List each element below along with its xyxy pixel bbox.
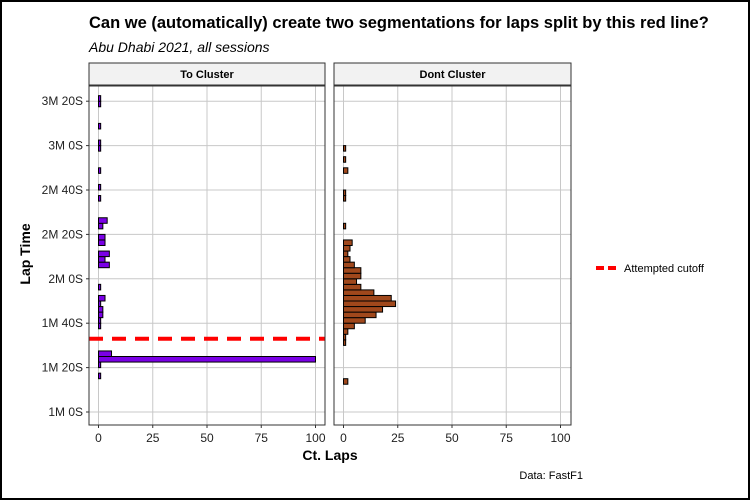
histogram-bar bbox=[98, 167, 102, 174]
histogram-bar bbox=[343, 272, 362, 280]
histogram-bar bbox=[98, 95, 102, 102]
y-tick-label: 1M 40S bbox=[42, 316, 83, 330]
histogram-bar bbox=[343, 256, 351, 263]
histogram-bar bbox=[98, 356, 316, 363]
histogram-bar bbox=[98, 217, 108, 224]
histogram-bar bbox=[98, 250, 110, 258]
histogram-bar bbox=[98, 233, 106, 241]
histogram-bar bbox=[343, 167, 349, 174]
histogram-bar bbox=[98, 145, 102, 152]
histogram-bar bbox=[98, 139, 102, 147]
histogram-bar bbox=[343, 378, 349, 385]
histogram-bar bbox=[343, 311, 377, 319]
histogram-bar bbox=[343, 245, 351, 252]
histogram-bar bbox=[98, 261, 110, 269]
histogram-bar bbox=[98, 306, 104, 313]
facet-strip bbox=[88, 62, 326, 86]
y-tick-label: 1M 20S bbox=[42, 361, 83, 375]
histogram-bar bbox=[98, 294, 106, 302]
histogram-bar bbox=[98, 122, 102, 130]
y-tick-label: 2M 20S bbox=[42, 227, 83, 241]
x-tick-label: 50 bbox=[200, 431, 214, 445]
histogram-bar bbox=[343, 261, 355, 269]
histogram-bar bbox=[343, 278, 358, 285]
facet-strip bbox=[333, 62, 572, 86]
y-tick-label: 2M 0S bbox=[48, 272, 83, 286]
histogram-bar bbox=[343, 294, 392, 302]
histogram-bar bbox=[343, 195, 347, 202]
y-axis-title: Lap Time bbox=[17, 223, 33, 284]
histogram-bar bbox=[343, 328, 349, 335]
chart-title: Can we (automatically) create two segmen… bbox=[89, 14, 709, 32]
legend: Attempted cutoff bbox=[596, 263, 705, 275]
chart-caption: Data: FastF1 bbox=[519, 470, 583, 482]
histogram-bar bbox=[343, 189, 347, 197]
x-tick-label: 0 bbox=[95, 431, 102, 445]
x-tick-label: 100 bbox=[305, 431, 325, 445]
facet-panel-dont-cluster: Dont Cluster 0 25 50 75 100 bbox=[333, 62, 572, 445]
histogram-bar bbox=[343, 222, 347, 230]
histogram-bar bbox=[343, 239, 353, 246]
histogram-bar bbox=[98, 283, 102, 291]
facet-panel-to-cluster: To Cluster 0 25 50 75 100 bbox=[88, 62, 326, 445]
histogram-bar bbox=[98, 195, 102, 202]
x-tick-label: 0 bbox=[340, 431, 347, 445]
x-tick-label: 75 bbox=[255, 431, 269, 445]
histogram-bar bbox=[343, 322, 355, 330]
histogram-bar bbox=[98, 322, 102, 330]
y-tick-label: 3M 20S bbox=[42, 94, 83, 108]
histogram-bar bbox=[98, 222, 104, 230]
chart-subtitle: Abu Dhabi 2021, all sessions bbox=[88, 39, 270, 55]
x-axis-title: Ct. Laps bbox=[302, 447, 357, 463]
facet-strip-label: To Cluster bbox=[180, 69, 234, 81]
y-tick-label: 2M 40S bbox=[42, 183, 83, 197]
histogram-bar bbox=[98, 372, 102, 380]
histogram-bar bbox=[343, 250, 349, 258]
histogram-bar bbox=[343, 289, 375, 296]
y-tick-label: 3M 0S bbox=[48, 139, 83, 153]
histogram-bar bbox=[343, 156, 347, 163]
histogram-bar bbox=[98, 317, 102, 324]
y-tick-label: 1M 0S bbox=[48, 405, 83, 419]
histogram-bar bbox=[98, 311, 104, 319]
histogram-bar bbox=[343, 267, 362, 274]
x-tick-label: 75 bbox=[500, 431, 514, 445]
histogram-bar bbox=[343, 145, 347, 152]
histogram-bar bbox=[343, 339, 347, 346]
histogram-bar bbox=[343, 283, 362, 291]
legend-cutoff-label: Attempted cutoff bbox=[624, 263, 705, 275]
x-tick-label: 50 bbox=[445, 431, 459, 445]
histogram-bar bbox=[98, 256, 106, 263]
x-tick-label: 25 bbox=[391, 431, 405, 445]
histogram-bar bbox=[343, 333, 347, 341]
histogram-bar bbox=[98, 183, 102, 191]
histogram-bar bbox=[98, 361, 102, 369]
histogram-bar bbox=[98, 350, 113, 358]
y-axis: 1M 0S 1M 20S 1M 40S 2M 0S 2M 20S 2M 40S 3M 0S 3… bbox=[42, 94, 89, 419]
histogram-bar bbox=[343, 317, 366, 324]
x-tick-label: 25 bbox=[146, 431, 160, 445]
histogram-bar bbox=[343, 306, 384, 313]
histogram-bar bbox=[343, 300, 397, 308]
histogram-bar bbox=[98, 239, 106, 246]
facet-strip-label: Dont Cluster bbox=[420, 69, 487, 81]
x-tick-label: 100 bbox=[550, 431, 570, 445]
histogram-bar bbox=[98, 100, 102, 108]
histogram-bar bbox=[98, 300, 102, 308]
